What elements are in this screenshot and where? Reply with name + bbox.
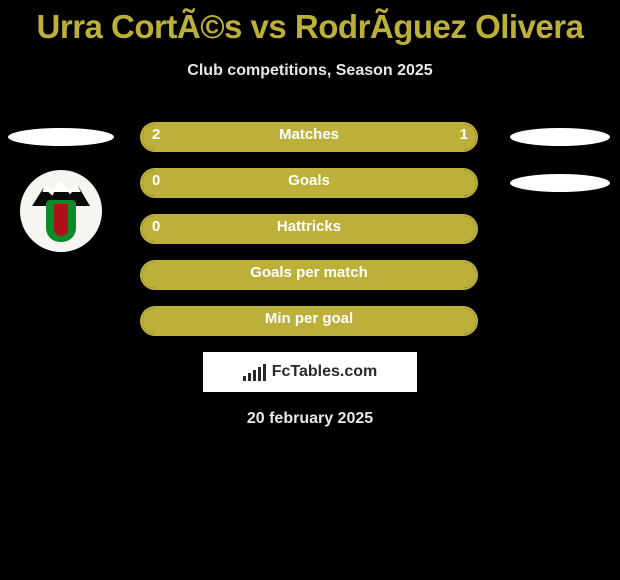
- club-logo-left: [20, 170, 102, 252]
- stat-bar-fill-left: [142, 216, 476, 242]
- branding-badge: FcTables.com: [203, 352, 417, 392]
- player-badge-right: [510, 174, 610, 192]
- player-badge-left: [8, 128, 114, 146]
- stat-bar-fill-left: [142, 308, 476, 334]
- stat-row: Matches21: [0, 122, 620, 152]
- stat-bar-track: [140, 306, 478, 336]
- branding-label: FcTables.com: [272, 363, 378, 381]
- date-label: 20 february 2025: [0, 410, 620, 428]
- player-badge-right: [510, 128, 610, 146]
- stat-row: Min per goal: [0, 306, 620, 336]
- subtitle: Club competitions, Season 2025: [0, 62, 620, 80]
- branding-bars-icon: [243, 363, 266, 381]
- stat-bar-fill-left: [142, 262, 476, 288]
- stat-bar-track: [140, 260, 478, 290]
- stat-row: Goals per match: [0, 260, 620, 290]
- stat-bar-track: [140, 122, 478, 152]
- stat-bar-fill-left: [142, 170, 476, 196]
- page-title: Urra CortÃ©s vs RodrÃ­guez Olivera: [0, 0, 620, 46]
- stat-bar-track: [140, 168, 478, 198]
- stat-bar-track: [140, 214, 478, 244]
- stat-bar-fill-right: [365, 124, 476, 150]
- stat-bar-fill-left: [142, 124, 365, 150]
